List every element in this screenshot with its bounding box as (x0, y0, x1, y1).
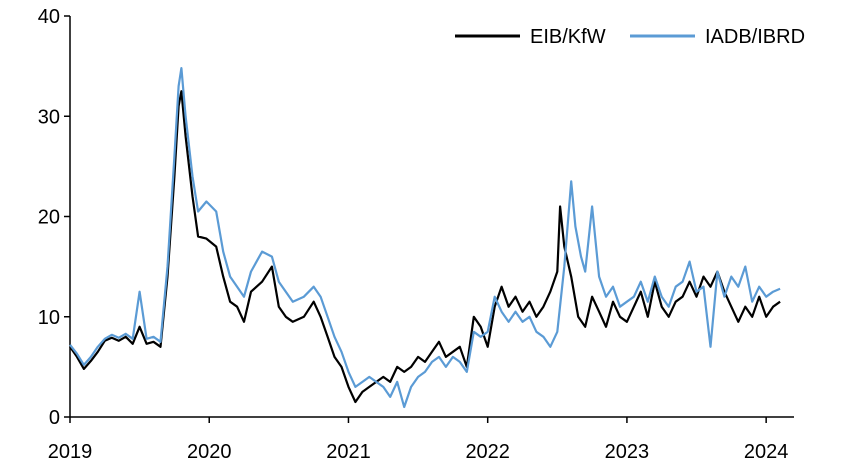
series-line-iadb-ibrd (69, 67, 781, 409)
y-tick-label: 40 (38, 6, 60, 28)
legend-label: IADB/IBRD (705, 26, 805, 48)
x-tick-label: 2020 (187, 441, 232, 463)
x-tick-label: 2021 (326, 441, 371, 463)
chart-legend: EIB/KfW IADB/IBRD (455, 26, 805, 48)
x-tick-label: 2024 (744, 441, 789, 463)
x-tick-label: 2022 (465, 441, 510, 463)
y-tick-label: 30 (38, 106, 60, 128)
chart-ticks: 0 10 20 30 40 2019 2020 2021 2022 2023 2024 (38, 6, 789, 463)
chart-series (69, 67, 781, 409)
y-tick-label: 20 (38, 207, 60, 229)
x-tick-label: 2023 (605, 441, 650, 463)
x-tick-label: 2019 (48, 441, 93, 463)
y-tick-label: 10 (38, 307, 60, 329)
chart-axes (69, 16, 794, 418)
y-tick-label: 0 (49, 407, 60, 429)
series-line-eib-kfw (69, 90, 781, 404)
legend-label: EIB/KfW (530, 26, 606, 48)
